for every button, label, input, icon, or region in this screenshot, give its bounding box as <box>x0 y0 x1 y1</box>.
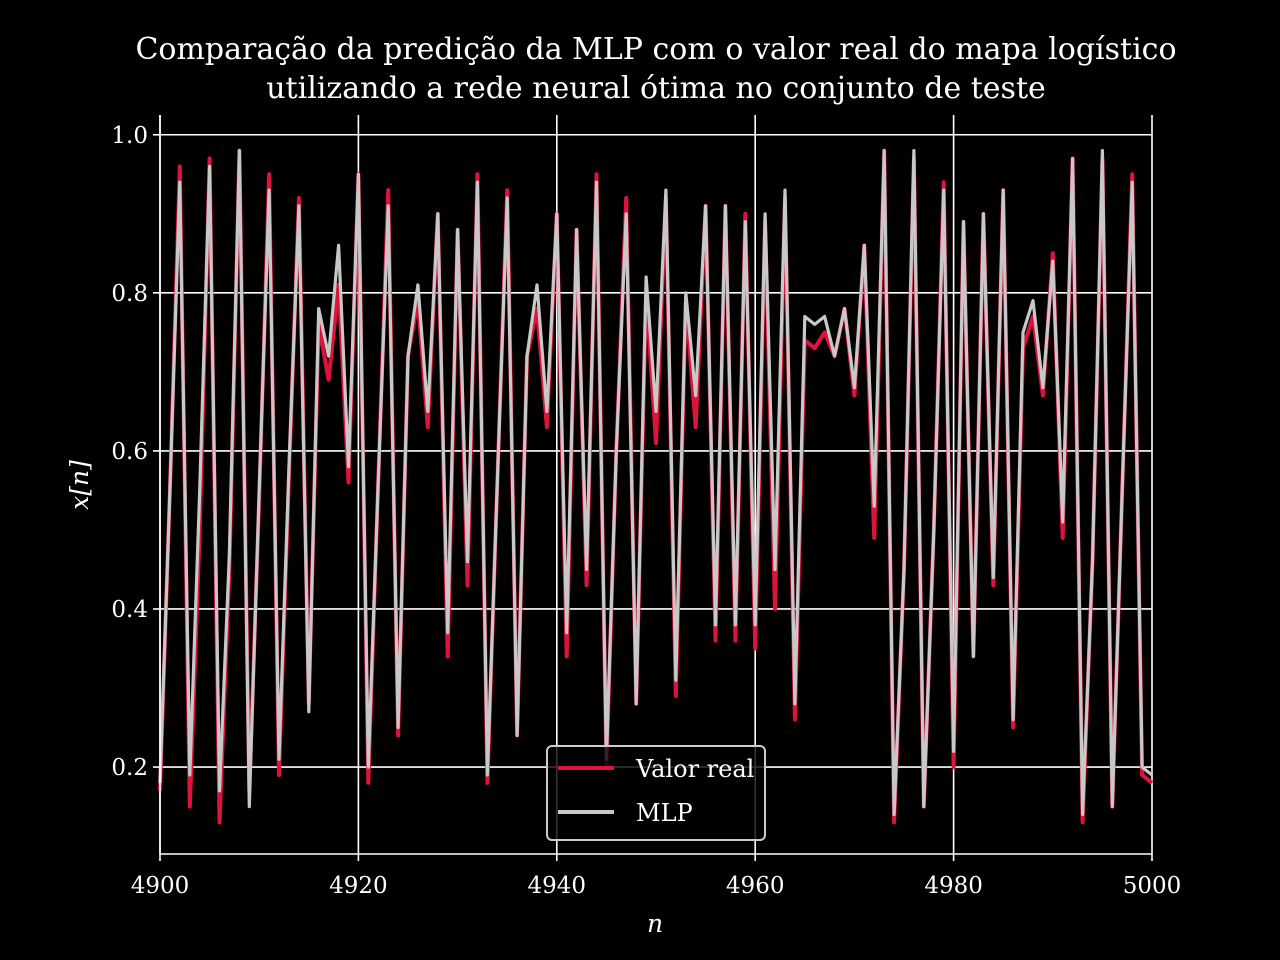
y-tick-label: 0.4 <box>111 597 148 623</box>
x-tick-label: 4920 <box>329 873 388 899</box>
x-tick-label: 4940 <box>528 873 587 899</box>
x-tick-label: 4960 <box>726 873 785 899</box>
series-layer <box>158 148 1154 825</box>
chart-title-line2: utilizando a rede neural ótima no conjun… <box>266 71 1046 106</box>
y-tick-label: 0.8 <box>111 281 148 307</box>
axes <box>153 115 1153 861</box>
y-tick-label: 0.2 <box>111 755 148 781</box>
x-tick-label: 5000 <box>1123 873 1182 899</box>
x-tick-label: 4900 <box>131 873 190 899</box>
y-axis-label: x[n] <box>65 460 94 510</box>
series-line-mlp <box>158 149 1153 817</box>
x-tick-label: 4980 <box>924 873 983 899</box>
legend: Valor real MLP <box>546 745 766 841</box>
legend-label-valor-real: Valor real <box>635 755 754 783</box>
y-tick-label: 0.6 <box>111 439 148 465</box>
tick-labels: 4900 4920 4940 4960 4980 5000 0.2 0.4 0.6 0.8 1.0 <box>111 123 1181 899</box>
legend-label-mlp: MLP <box>636 799 693 827</box>
chart-title-line1: Comparação da predição da MLP com o valo… <box>135 32 1176 67</box>
y-tick-label: 1.0 <box>111 123 148 149</box>
x-axis-label: n <box>647 909 663 938</box>
